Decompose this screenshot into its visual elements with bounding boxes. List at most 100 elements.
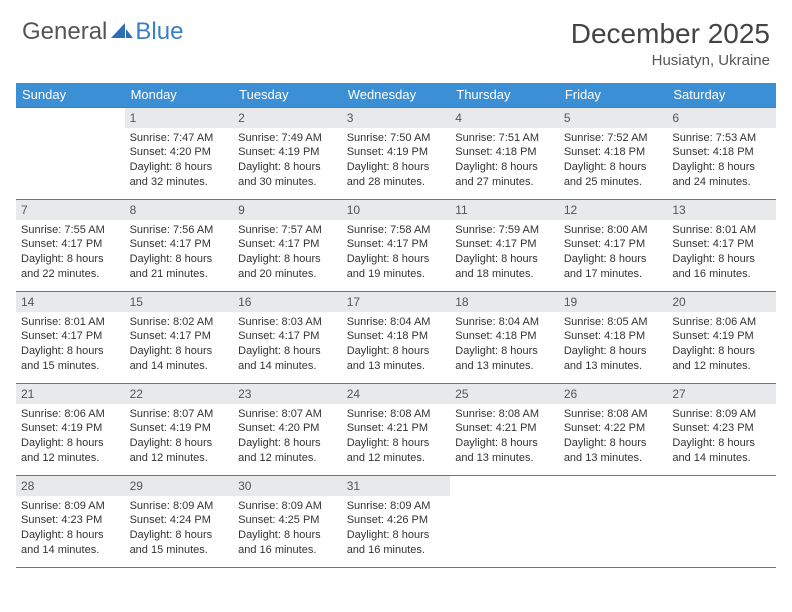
day-number: 11 xyxy=(450,200,559,220)
day-number: 10 xyxy=(342,200,451,220)
day-number: 4 xyxy=(450,108,559,128)
day-details: Sunrise: 7:57 AMSunset: 4:17 PMDaylight:… xyxy=(233,220,342,284)
calendar-week-row: 7Sunrise: 7:55 AMSunset: 4:17 PMDaylight… xyxy=(16,199,776,291)
day-number: 3 xyxy=(342,108,451,128)
day-number: 5 xyxy=(559,108,668,128)
day-details: Sunrise: 7:50 AMSunset: 4:19 PMDaylight:… xyxy=(342,128,451,192)
day-details: Sunrise: 7:58 AMSunset: 4:17 PMDaylight:… xyxy=(342,220,451,284)
logo-text-1: General xyxy=(22,18,107,46)
weekday-header-row: SundayMondayTuesdayWednesdayThursdayFrid… xyxy=(16,83,776,107)
day-details: Sunrise: 7:55 AMSunset: 4:17 PMDaylight:… xyxy=(16,220,125,284)
calendar-day-cell: 12Sunrise: 8:00 AMSunset: 4:17 PMDayligh… xyxy=(559,199,668,291)
calendar-day-cell: 29Sunrise: 8:09 AMSunset: 4:24 PMDayligh… xyxy=(125,475,234,567)
day-details: Sunrise: 7:53 AMSunset: 4:18 PMDaylight:… xyxy=(667,128,776,192)
calendar-day-cell: 28Sunrise: 8:09 AMSunset: 4:23 PMDayligh… xyxy=(16,475,125,567)
calendar-day-cell: 20Sunrise: 8:06 AMSunset: 4:19 PMDayligh… xyxy=(667,291,776,383)
calendar-day-cell: 31Sunrise: 8:09 AMSunset: 4:26 PMDayligh… xyxy=(342,475,451,567)
calendar-day-cell: 27Sunrise: 8:09 AMSunset: 4:23 PMDayligh… xyxy=(667,383,776,475)
day-number: 18 xyxy=(450,292,559,312)
day-details: Sunrise: 7:51 AMSunset: 4:18 PMDaylight:… xyxy=(450,128,559,192)
day-details: Sunrise: 8:09 AMSunset: 4:24 PMDaylight:… xyxy=(125,496,234,560)
day-details: Sunrise: 8:04 AMSunset: 4:18 PMDaylight:… xyxy=(450,312,559,376)
day-details: Sunrise: 8:07 AMSunset: 4:20 PMDaylight:… xyxy=(233,404,342,468)
day-details: Sunrise: 7:49 AMSunset: 4:19 PMDaylight:… xyxy=(233,128,342,192)
day-number: 23 xyxy=(233,384,342,404)
day-number: 24 xyxy=(342,384,451,404)
day-details: Sunrise: 8:08 AMSunset: 4:22 PMDaylight:… xyxy=(559,404,668,468)
weekday-header: Saturday xyxy=(667,83,776,107)
calendar-day-cell: 15Sunrise: 8:02 AMSunset: 4:17 PMDayligh… xyxy=(125,291,234,383)
day-number: 26 xyxy=(559,384,668,404)
calendar-day-cell: 19Sunrise: 8:05 AMSunset: 4:18 PMDayligh… xyxy=(559,291,668,383)
day-number: 13 xyxy=(667,200,776,220)
calendar-week-row: 28Sunrise: 8:09 AMSunset: 4:23 PMDayligh… xyxy=(16,475,776,567)
day-details: Sunrise: 8:09 AMSunset: 4:23 PMDaylight:… xyxy=(667,404,776,468)
calendar-day-cell: 25Sunrise: 8:08 AMSunset: 4:21 PMDayligh… xyxy=(450,383,559,475)
day-details: Sunrise: 8:03 AMSunset: 4:17 PMDaylight:… xyxy=(233,312,342,376)
weekday-header: Thursday xyxy=(450,83,559,107)
day-number: 15 xyxy=(125,292,234,312)
calendar-day-cell: 22Sunrise: 8:07 AMSunset: 4:19 PMDayligh… xyxy=(125,383,234,475)
calendar-day-cell: 17Sunrise: 8:04 AMSunset: 4:18 PMDayligh… xyxy=(342,291,451,383)
logo-sail-icon xyxy=(111,21,133,44)
day-number: 20 xyxy=(667,292,776,312)
calendar-day-cell: 1Sunrise: 7:47 AMSunset: 4:20 PMDaylight… xyxy=(125,107,234,199)
calendar-day-cell: 23Sunrise: 8:07 AMSunset: 4:20 PMDayligh… xyxy=(233,383,342,475)
weekday-header: Monday xyxy=(125,83,234,107)
day-details: Sunrise: 8:07 AMSunset: 4:19 PMDaylight:… xyxy=(125,404,234,468)
location-label: Husiatyn, Ukraine xyxy=(571,52,770,69)
day-number: 25 xyxy=(450,384,559,404)
weekday-header: Friday xyxy=(559,83,668,107)
day-number: 9 xyxy=(233,200,342,220)
day-number: 7 xyxy=(16,200,125,220)
day-number: 14 xyxy=(16,292,125,312)
day-details: Sunrise: 7:52 AMSunset: 4:18 PMDaylight:… xyxy=(559,128,668,192)
day-details: Sunrise: 8:00 AMSunset: 4:17 PMDaylight:… xyxy=(559,220,668,284)
calendar-day-cell: . xyxy=(16,107,125,199)
logo-text-2: Blue xyxy=(135,18,183,46)
day-details: Sunrise: 7:56 AMSunset: 4:17 PMDaylight:… xyxy=(125,220,234,284)
day-number: 31 xyxy=(342,476,451,496)
day-details: Sunrise: 8:01 AMSunset: 4:17 PMDaylight:… xyxy=(16,312,125,376)
calendar-day-cell: . xyxy=(559,475,668,567)
day-number: 19 xyxy=(559,292,668,312)
calendar-day-cell: 21Sunrise: 8:06 AMSunset: 4:19 PMDayligh… xyxy=(16,383,125,475)
calendar-week-row: 14Sunrise: 8:01 AMSunset: 4:17 PMDayligh… xyxy=(16,291,776,383)
weekday-header: Wednesday xyxy=(342,83,451,107)
month-title: December 2025 xyxy=(571,18,770,50)
day-details: Sunrise: 8:06 AMSunset: 4:19 PMDaylight:… xyxy=(16,404,125,468)
calendar-day-cell: 30Sunrise: 8:09 AMSunset: 4:25 PMDayligh… xyxy=(233,475,342,567)
calendar-day-cell: 18Sunrise: 8:04 AMSunset: 4:18 PMDayligh… xyxy=(450,291,559,383)
day-details: Sunrise: 7:59 AMSunset: 4:17 PMDaylight:… xyxy=(450,220,559,284)
calendar-day-cell: 6Sunrise: 7:53 AMSunset: 4:18 PMDaylight… xyxy=(667,107,776,199)
day-number: 12 xyxy=(559,200,668,220)
day-details: Sunrise: 8:05 AMSunset: 4:18 PMDaylight:… xyxy=(559,312,668,376)
calendar-day-cell: 10Sunrise: 7:58 AMSunset: 4:17 PMDayligh… xyxy=(342,199,451,291)
calendar-day-cell: 8Sunrise: 7:56 AMSunset: 4:17 PMDaylight… xyxy=(125,199,234,291)
day-details: Sunrise: 8:02 AMSunset: 4:17 PMDaylight:… xyxy=(125,312,234,376)
calendar-day-cell: . xyxy=(450,475,559,567)
day-details: Sunrise: 8:04 AMSunset: 4:18 PMDaylight:… xyxy=(342,312,451,376)
calendar-day-cell: 2Sunrise: 7:49 AMSunset: 4:19 PMDaylight… xyxy=(233,107,342,199)
calendar-day-cell: 11Sunrise: 7:59 AMSunset: 4:17 PMDayligh… xyxy=(450,199,559,291)
day-number: 21 xyxy=(16,384,125,404)
day-number: 27 xyxy=(667,384,776,404)
calendar-day-cell: 24Sunrise: 8:08 AMSunset: 4:21 PMDayligh… xyxy=(342,383,451,475)
day-details: Sunrise: 7:47 AMSunset: 4:20 PMDaylight:… xyxy=(125,128,234,192)
calendar-day-cell: . xyxy=(667,475,776,567)
calendar-day-cell: 7Sunrise: 7:55 AMSunset: 4:17 PMDaylight… xyxy=(16,199,125,291)
day-number: 22 xyxy=(125,384,234,404)
day-number: 2 xyxy=(233,108,342,128)
calendar-day-cell: 9Sunrise: 7:57 AMSunset: 4:17 PMDaylight… xyxy=(233,199,342,291)
calendar-day-cell: 13Sunrise: 8:01 AMSunset: 4:17 PMDayligh… xyxy=(667,199,776,291)
calendar-day-cell: 26Sunrise: 8:08 AMSunset: 4:22 PMDayligh… xyxy=(559,383,668,475)
calendar-week-row: 21Sunrise: 8:06 AMSunset: 4:19 PMDayligh… xyxy=(16,383,776,475)
day-details: Sunrise: 8:09 AMSunset: 4:23 PMDaylight:… xyxy=(16,496,125,560)
day-number: 16 xyxy=(233,292,342,312)
day-details: Sunrise: 8:06 AMSunset: 4:19 PMDaylight:… xyxy=(667,312,776,376)
day-number: 1 xyxy=(125,108,234,128)
day-details: Sunrise: 8:08 AMSunset: 4:21 PMDaylight:… xyxy=(342,404,451,468)
day-number: 28 xyxy=(16,476,125,496)
day-details: Sunrise: 8:01 AMSunset: 4:17 PMDaylight:… xyxy=(667,220,776,284)
day-details: Sunrise: 8:09 AMSunset: 4:26 PMDaylight:… xyxy=(342,496,451,560)
